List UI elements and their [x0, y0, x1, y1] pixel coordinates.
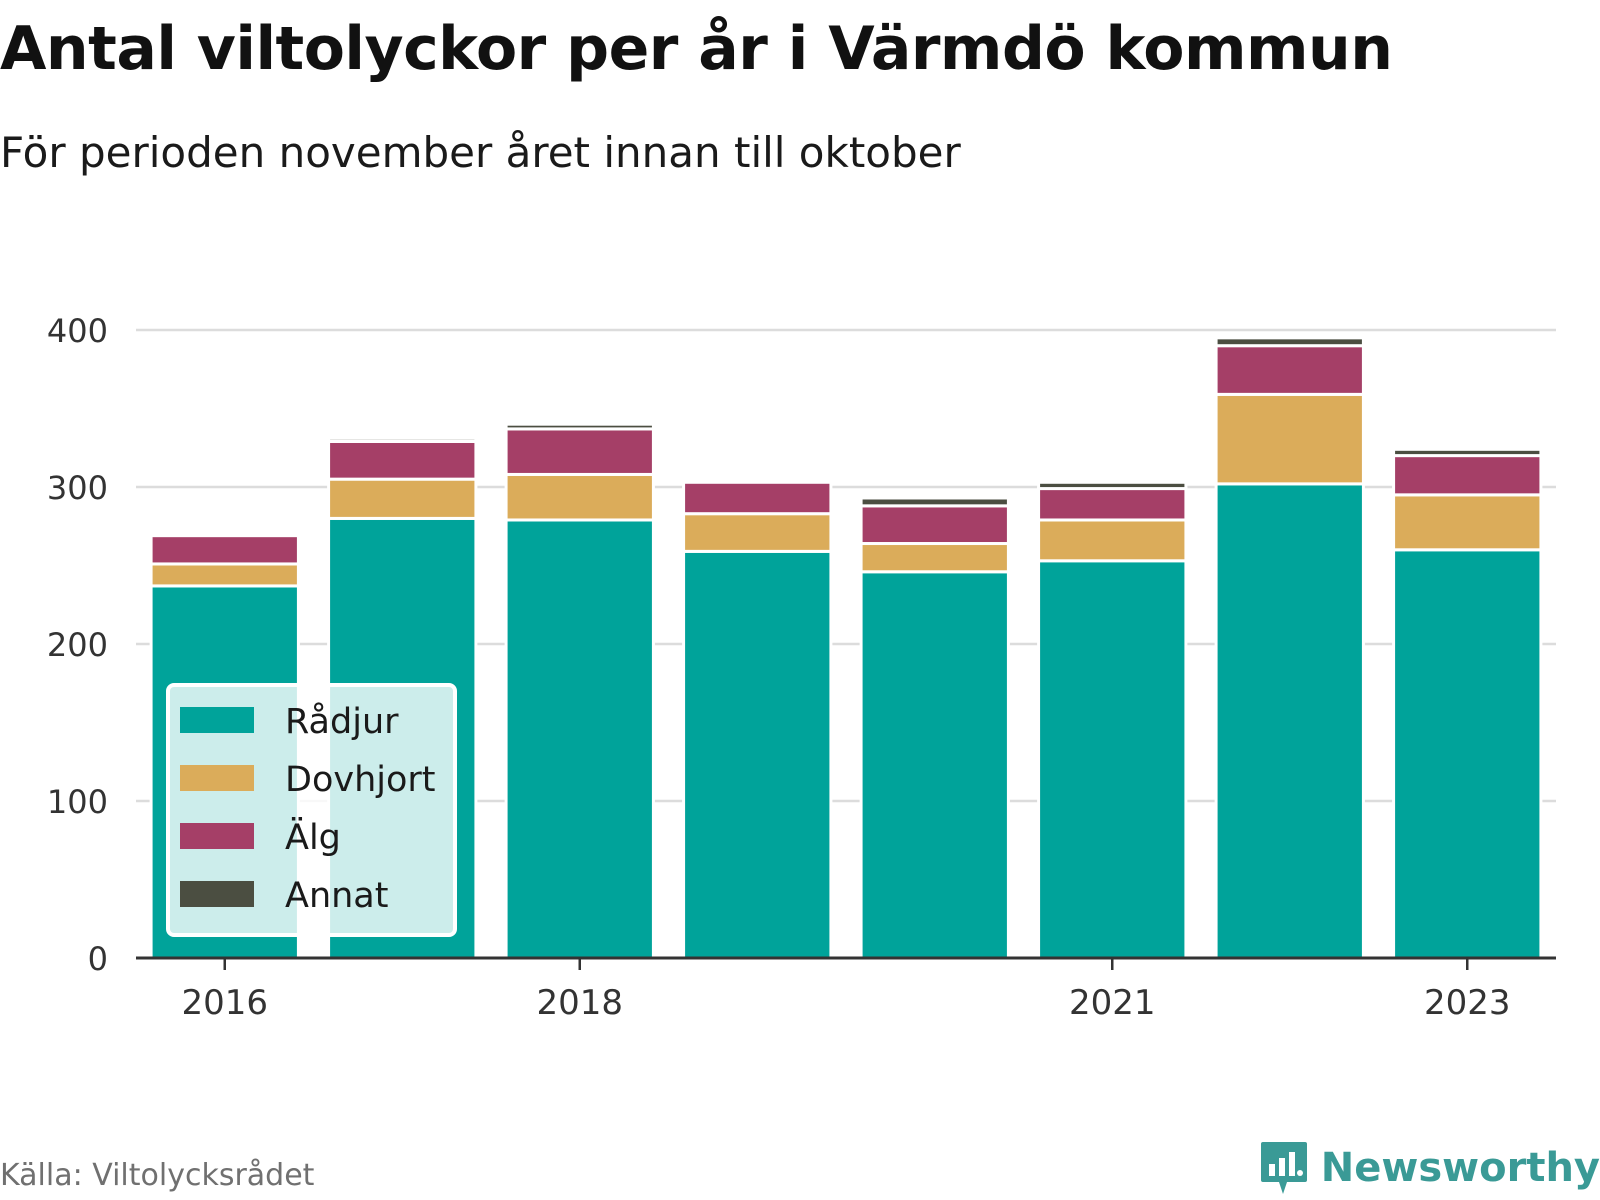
bar-2017-annat	[327, 436, 478, 443]
bar-2022-annat	[1214, 336, 1365, 348]
chart-subtitle: För perioden november året innan till ok…	[0, 128, 961, 177]
bar-2021-dovhjort	[1037, 518, 1188, 563]
bar-2020-annat	[859, 496, 1010, 508]
y-tick-label: 400	[47, 312, 108, 350]
x-tick-label: 2021	[1069, 983, 1156, 1023]
x-tick-label: 2016	[181, 983, 268, 1023]
bar-2021-älg	[1037, 487, 1188, 522]
bar-2019-rådjur	[682, 549, 833, 960]
bar-2016-älg	[149, 534, 300, 566]
bar-2020-älg	[859, 504, 1010, 546]
bar-2016-dovhjort	[149, 562, 300, 588]
y-tick-label: 0	[88, 940, 108, 978]
bar-2022-rådjur	[1214, 482, 1365, 960]
legend-swatch-annat	[180, 881, 254, 907]
chart-title: Antal viltolyckor per år i Värmdö kommun	[0, 14, 1393, 84]
bar-2018-älg	[504, 427, 655, 476]
legend-label: Annat	[285, 876, 388, 916]
y-tick-label: 200	[47, 626, 108, 664]
bar-2023-annat	[1392, 447, 1543, 458]
y-tick-label: 100	[47, 783, 108, 821]
newsworthy-logo-icon	[1260, 1142, 1307, 1194]
bar-2022-älg	[1214, 344, 1365, 396]
legend-label: Dovhjort	[285, 760, 436, 800]
legend-swatch-rådjur	[180, 707, 254, 733]
brand-name: Newsworthy	[1320, 1145, 1600, 1191]
bar-2018-rådjur	[504, 518, 655, 960]
bar-2023-rådjur	[1392, 548, 1543, 960]
source-note: Källa: Viltolycksrådet	[0, 1158, 315, 1193]
bar-2023-älg	[1392, 454, 1543, 497]
bar-2021-annat	[1037, 480, 1188, 491]
bar-2019-dovhjort	[682, 512, 833, 553]
legend-label: Älg	[285, 816, 341, 858]
y-tick-label: 300	[47, 469, 108, 507]
x-axis-ticks: 2016 2018 2021 2023	[181, 958, 1511, 1023]
bar-2022-dovhjort	[1214, 392, 1365, 486]
bar-2021-rådjur	[1037, 559, 1188, 960]
legend-label: Rådjur	[285, 701, 399, 742]
legend-box	[166, 683, 457, 937]
legend-swatch-älg	[180, 823, 254, 849]
bar-2018-dovhjort	[504, 472, 655, 522]
bar-2019-älg	[682, 480, 833, 516]
x-tick-label: 2023	[1424, 983, 1511, 1023]
bar-2020-rådjur	[859, 570, 1010, 960]
bar-2018-annat	[504, 422, 655, 431]
bar-2023-dovhjort	[1392, 493, 1543, 552]
brand-logo: Newsworthy	[1259, 1140, 1600, 1196]
bar-2017-dovhjort	[327, 477, 478, 520]
x-tick-label: 2018	[536, 983, 623, 1023]
bar-2020-dovhjort	[859, 542, 1010, 574]
legend: Rådjur Dovhjort Älg Annat	[166, 683, 457, 937]
bar-2017-älg	[327, 439, 478, 481]
y-axis-ticks: 0 100 200 300 400	[47, 312, 108, 978]
legend-swatch-dovhjort	[180, 765, 254, 791]
